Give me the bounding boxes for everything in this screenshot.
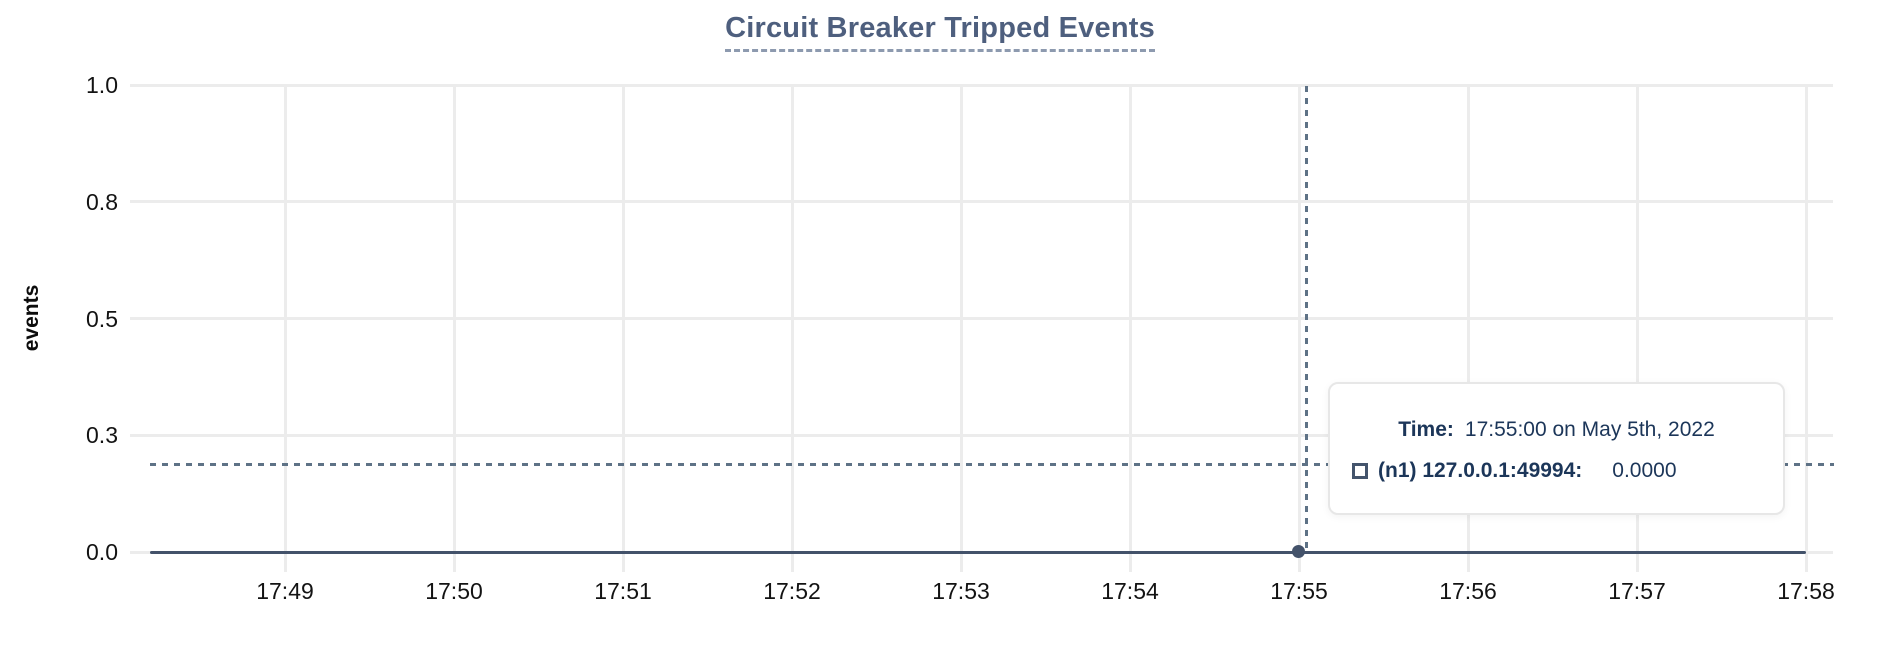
x-tick-label: 17:58 <box>1777 578 1835 604</box>
tooltip-time-label: Time: <box>1398 418 1454 441</box>
series-line <box>150 550 1806 554</box>
x-tick-label: 17:53 <box>932 578 990 604</box>
x-tick-label: 17:54 <box>1101 578 1159 604</box>
x-tick-label: 17:49 <box>256 578 314 604</box>
crosshair-vertical-line <box>1305 86 1308 552</box>
v-gridline <box>1128 85 1132 572</box>
v-gridline <box>621 85 625 572</box>
tooltip: Time: 17:55:00 on May 5th, 2022 (n1) 127… <box>1328 382 1785 515</box>
series-marker-icon <box>1352 463 1368 479</box>
x-tick-label: 17:51 <box>594 578 652 604</box>
data-point-dot <box>1292 545 1305 558</box>
x-tick-label: 17:55 <box>1270 578 1328 604</box>
y-tick-label: 0.3 <box>86 422 118 449</box>
chart-title[interactable]: Circuit Breaker Tripped Events <box>725 12 1155 52</box>
v-gridline <box>452 85 456 572</box>
y-tick-label: 1.0 <box>86 72 118 98</box>
x-tick-label: 17:57 <box>1608 578 1666 604</box>
h-gridline <box>130 317 1833 320</box>
y-tick-label: 0.0 <box>86 539 118 565</box>
crosshair-horizontal-line <box>150 463 1834 466</box>
y-tick-label: 0.8 <box>86 188 118 215</box>
x-tick-label: 17:50 <box>425 578 483 604</box>
v-gridline <box>1804 85 1808 572</box>
v-gridline <box>790 85 794 572</box>
h-gridline <box>130 433 1833 437</box>
v-gridline <box>1635 85 1639 572</box>
x-tick-label: 17:52 <box>763 578 821 604</box>
v-gridline <box>959 85 963 572</box>
v-gridline <box>283 85 287 572</box>
tooltip-series-label: (n1) 127.0.0.1:49994: <box>1378 459 1583 482</box>
tooltip-series-value: 0.0000 <box>1612 459 1677 482</box>
x-tick-label: 17:56 <box>1439 578 1497 604</box>
h-gridline <box>130 83 1833 87</box>
tooltip-time-row: Time: 17:55:00 on May 5th, 2022 <box>1352 418 1761 442</box>
chart-header: Circuit Breaker Tripped Events <box>0 12 1880 52</box>
y-tick-label: 0.5 <box>86 305 118 332</box>
tooltip-series-row: (n1) 127.0.0.1:49994: 0.0000 <box>1352 459 1761 483</box>
v-gridline <box>1466 85 1470 572</box>
h-gridline <box>130 200 1833 204</box>
tooltip-time-value: 17:55:00 on May 5th, 2022 <box>1464 418 1715 441</box>
v-gridline <box>1297 85 1301 572</box>
